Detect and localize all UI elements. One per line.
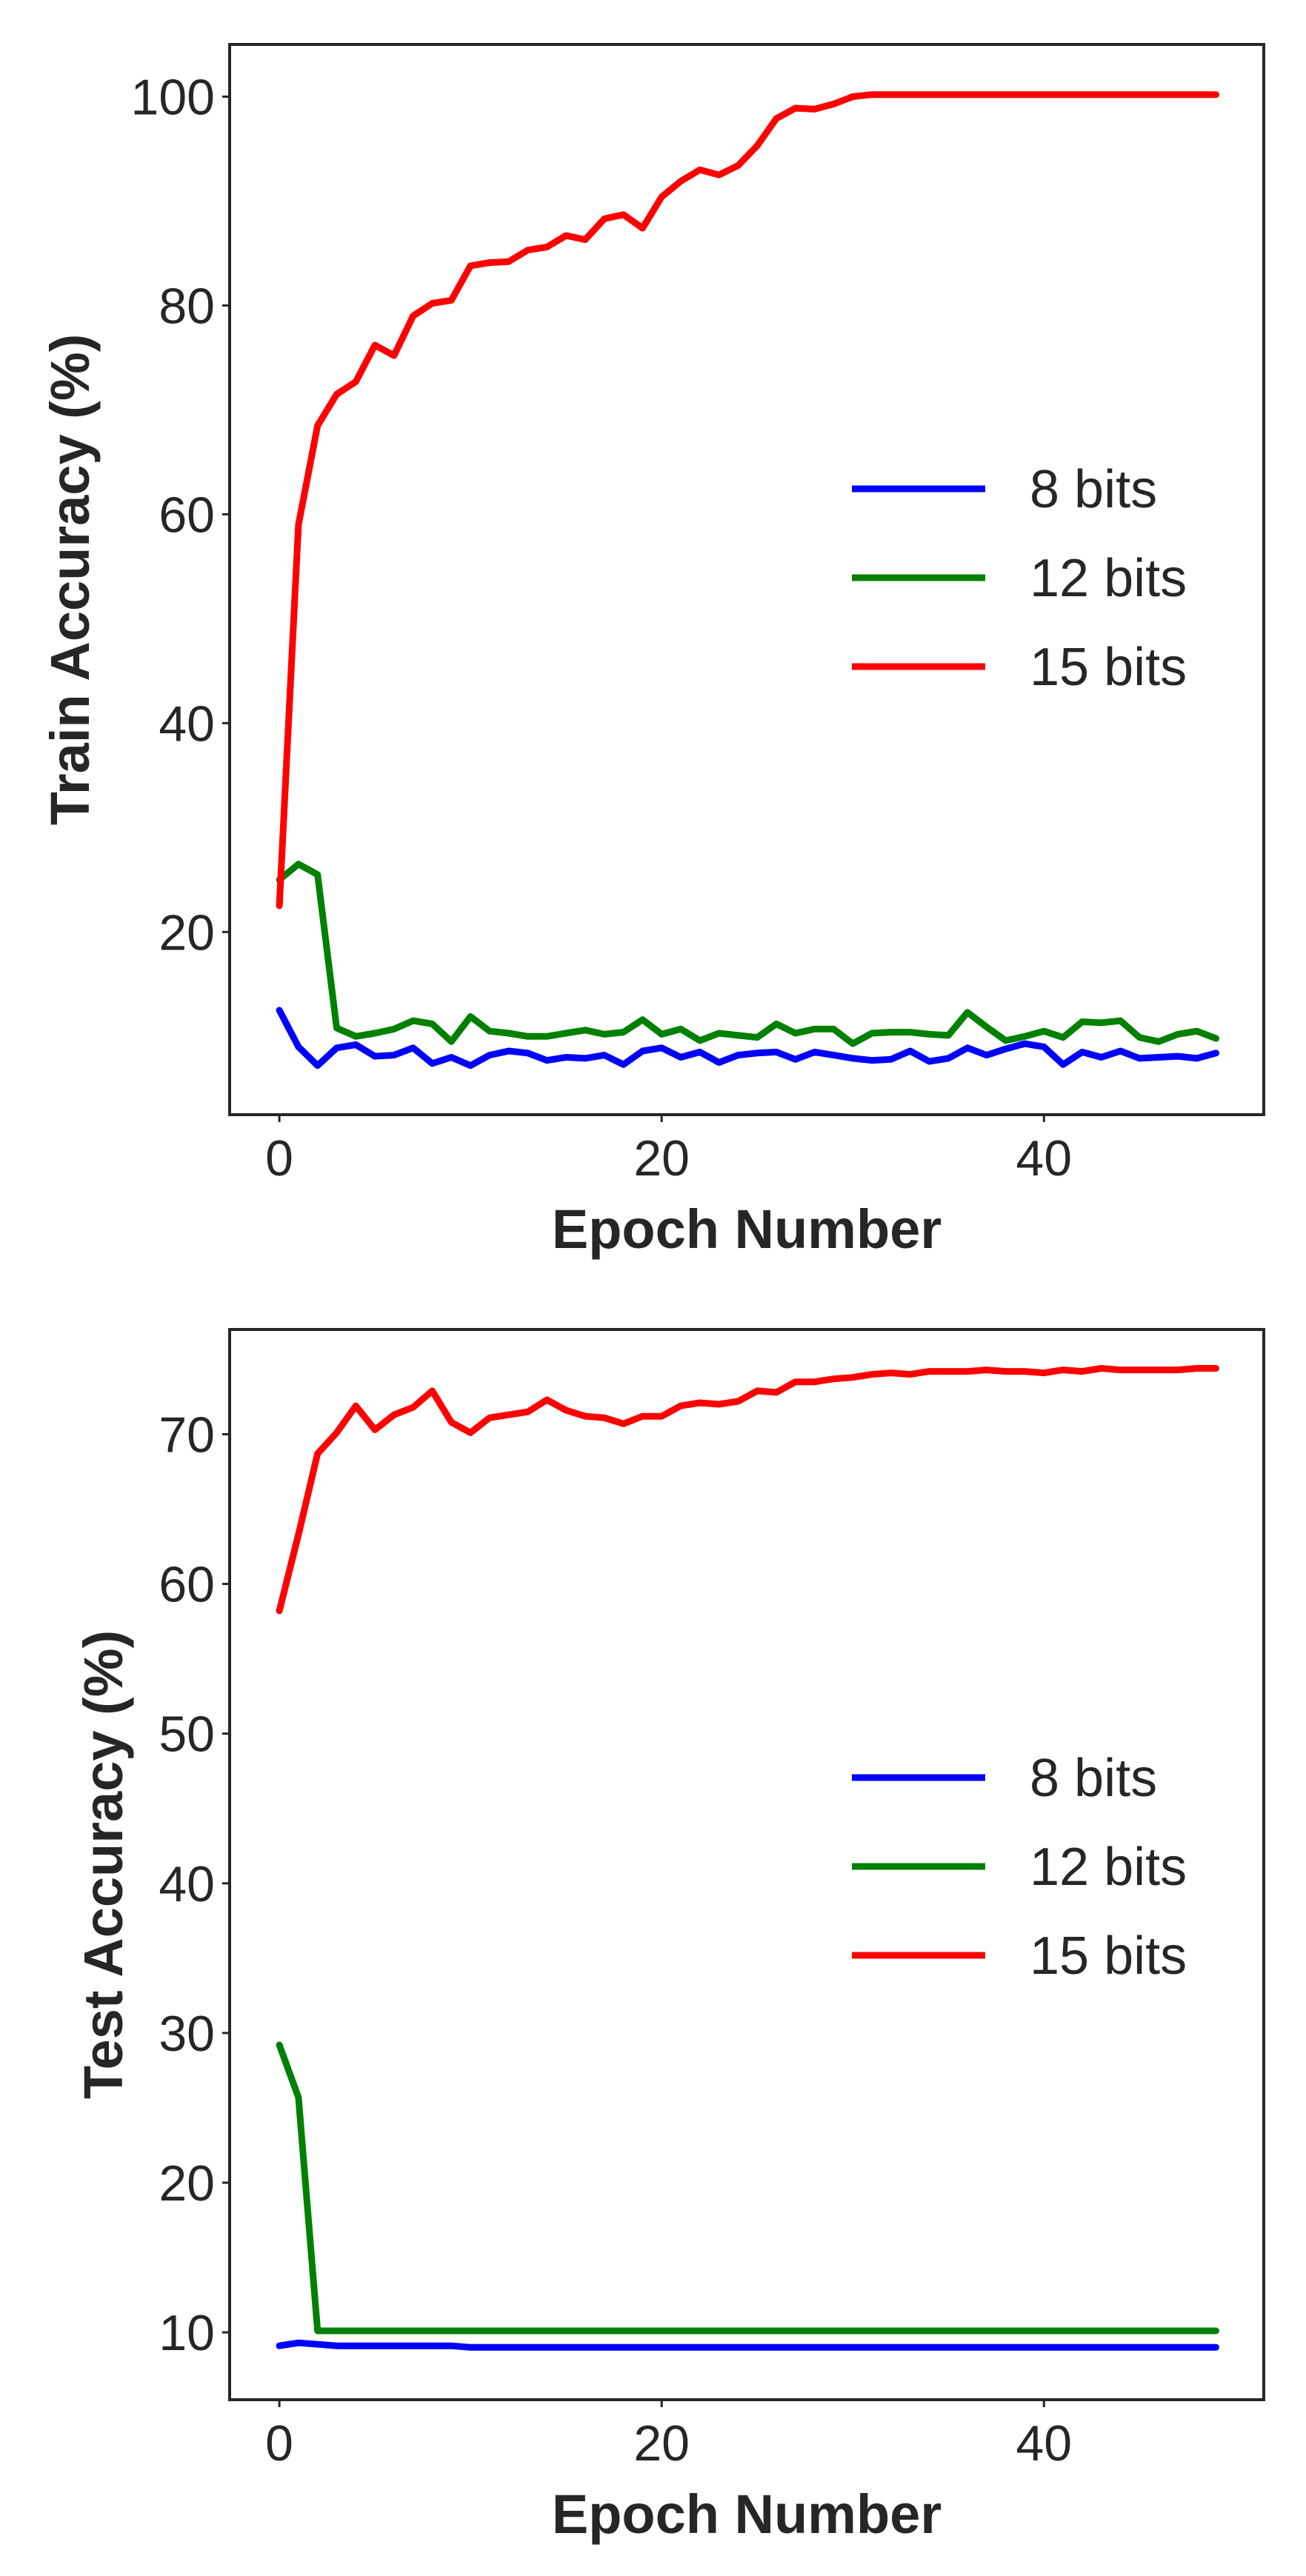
x-tick-label: 0 [265,1130,293,1187]
y-tick-label: 40 [159,695,215,752]
series-line-12-bits [276,2041,1219,2335]
series-line-15-bits [276,1365,1219,1615]
legend: 8 bits 12 bits 15 bits [852,1749,1187,1986]
y-tick-label: 60 [159,487,215,543]
legend-label-15-bits: 15 bits [1030,638,1187,697]
y-tick-label: 80 [159,278,215,334]
y-tick-label: 40 [159,1856,215,1912]
legend-label-8-bits: 8 bits [1030,460,1157,519]
series-line-8-bits [276,1007,1219,1070]
series-line-8-bits [276,2339,1219,2351]
legend-label-15-bits: 15 bits [1030,1926,1187,1986]
y-axis-label: Train Accuracy (%) [39,334,101,826]
x-tick-label: 40 [1016,1130,1072,1187]
legend-label-12-bits: 12 bits [1030,549,1187,608]
test-accuracy-panel: 0 20 40 10 20 30 40 50 60 70 Epoch Number Test Accu… [73,1328,1265,2545]
y-tick-label: 50 [159,1706,215,1763]
x-axis-label: Epoch Number [552,1198,942,1260]
y-tick-label: 10 [159,2305,215,2361]
legend-label-12-bits: 12 bits [1030,1838,1187,1897]
y-tick-label: 20 [159,904,215,961]
y-axis-label: Test Accuracy (%) [73,1630,134,2099]
y-tick-label: 100 [131,69,215,125]
y-tick-label: 70 [159,1407,215,1463]
y-tick-label: 20 [159,2155,215,2212]
x-tick-label: 0 [265,2415,293,2472]
x-tick-label: 20 [633,2415,690,2472]
legend-label-8-bits: 8 bits [1030,1749,1157,1808]
x-tick-label: 20 [633,1130,690,1187]
y-tick-label: 30 [159,2006,215,2062]
y-tick-label: 60 [159,1557,215,1613]
series-line-12-bits [276,861,1219,1047]
legend: 8 bits 12 bits 15 bits [852,460,1187,697]
plot-frame [228,43,1265,1116]
train-accuracy-panel: 0 20 40 20 40 60 80 100 Epoch Number Train Accura… [39,43,1265,1260]
series-line-15-bits [276,91,1219,910]
plot-frame [228,1328,1265,2401]
x-axis-label: Epoch Number [552,2483,942,2545]
x-tick-label: 40 [1016,2415,1072,2472]
